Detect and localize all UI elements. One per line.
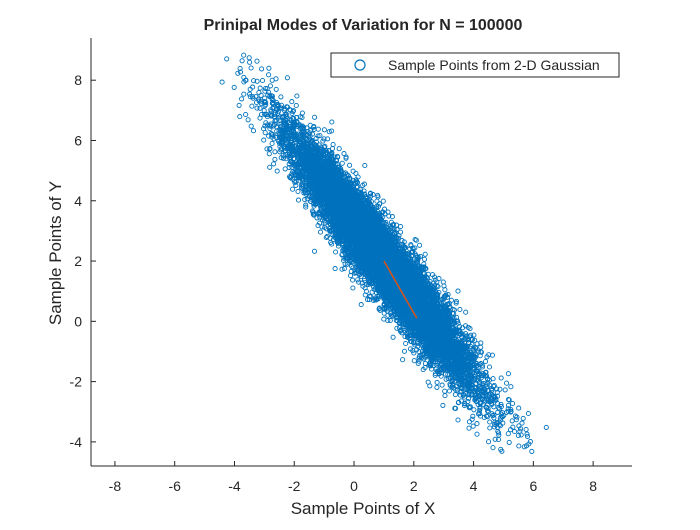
- data-point: [303, 204, 309, 210]
- data-point: [257, 105, 263, 111]
- data-point: [257, 85, 263, 91]
- data-point: [245, 117, 251, 123]
- data-point: [261, 108, 267, 114]
- data-point: [490, 376, 496, 382]
- data-point: [515, 432, 521, 439]
- data-point: [311, 248, 318, 254]
- data-point: [524, 433, 531, 439]
- data-point: [506, 439, 512, 445]
- data-point: [314, 215, 320, 221]
- chart-title: Prinipal Modes of Variation for N = 1000…: [204, 17, 523, 34]
- data-point: [261, 137, 267, 143]
- data-point: [446, 388, 452, 394]
- data-point: [344, 261, 350, 267]
- data-point: [510, 400, 516, 407]
- data-point: [269, 134, 275, 140]
- data-point: [439, 382, 445, 388]
- data-point: [293, 102, 299, 109]
- data-point: [290, 186, 296, 192]
- data-point: [543, 424, 549, 430]
- data-point: [248, 65, 254, 71]
- data-point: [498, 401, 504, 407]
- data-point: [505, 431, 511, 437]
- data-point: [237, 65, 243, 72]
- data-point: [248, 123, 254, 129]
- data-point: [237, 114, 243, 120]
- data-point: [358, 302, 364, 308]
- data-point: [302, 197, 308, 203]
- data-point: [339, 160, 345, 166]
- data-point: [455, 288, 461, 294]
- data-point: [474, 431, 480, 437]
- data-point: [516, 405, 522, 411]
- data-point: [463, 309, 469, 315]
- data-point: [512, 428, 518, 435]
- scatter-points: [219, 52, 549, 454]
- data-point: [330, 141, 336, 148]
- data-point: [390, 334, 396, 340]
- data-point: [448, 297, 454, 303]
- data-point: [455, 417, 461, 423]
- data-point: [247, 91, 253, 97]
- data-point: [420, 367, 426, 373]
